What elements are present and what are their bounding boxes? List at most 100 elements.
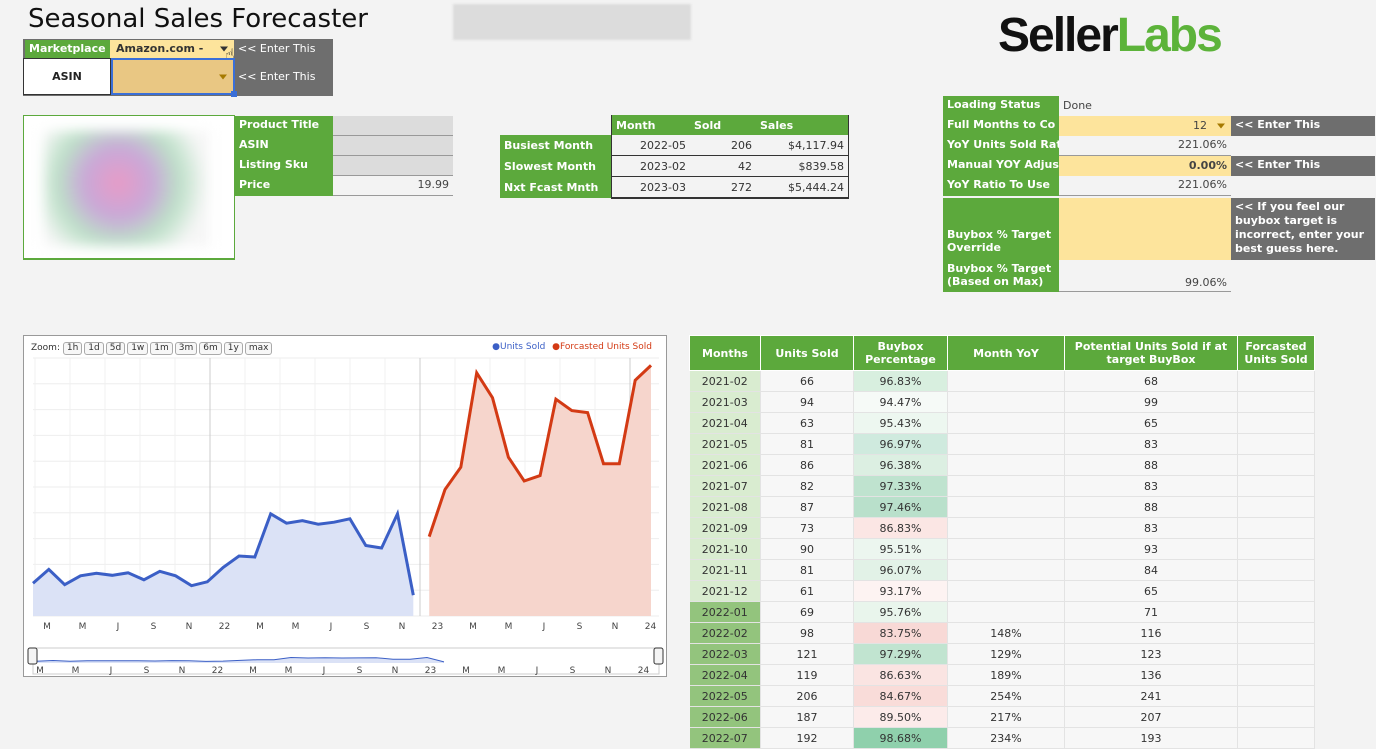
buybox-override-label: Buybox % Target Override <box>943 198 1059 260</box>
month-cell: 2021-07 <box>689 475 761 497</box>
zoom-button[interactable]: 5d <box>105 342 126 355</box>
navigator-tick-label: S <box>570 666 576 676</box>
forecast-cell <box>1237 706 1315 728</box>
monthly-table: Months Units Sold Buybox Percentage Mont… <box>689 335 1315 749</box>
units-cell: 94 <box>760 391 854 413</box>
forecast-cell <box>1237 643 1315 665</box>
manual-yoy-input[interactable]: 0.00% <box>1059 156 1231 176</box>
yoy-use-value: 221.06% <box>1059 176 1231 196</box>
summary-header: Month <box>611 115 690 135</box>
units-cell: 90 <box>760 538 854 560</box>
x-tick-label: 22 <box>219 622 230 632</box>
buybox-override-input[interactable] <box>1059 198 1231 260</box>
product-info: Product Title ASIN Listing Sku Price 19.9… <box>235 116 453 196</box>
logo-seller: Seller <box>998 9 1119 62</box>
seller-labs-logo: SellerLabs <box>998 8 1223 63</box>
manual-yoy-hint: << Enter This <box>1231 156 1375 176</box>
yoy-units-value: 221.06% <box>1059 136 1231 156</box>
yoy-cell <box>947 496 1065 518</box>
zoom-button[interactable]: 1m <box>150 342 173 355</box>
x-tick-label: M <box>505 622 513 632</box>
units-cell: 81 <box>760 559 854 581</box>
table-row: 2021-10 90 95.51% 93 <box>689 538 1315 560</box>
x-tick-label: S <box>364 622 370 632</box>
yoy-cell <box>947 433 1065 455</box>
units-cell: 82 <box>760 475 854 497</box>
chevron-down-icon[interactable] <box>219 74 227 79</box>
legend-dot-units: ● <box>492 342 500 352</box>
zoom-button[interactable]: 1d <box>84 342 104 355</box>
asin-input[interactable] <box>111 58 235 95</box>
navigator-tick-label: J <box>535 666 539 676</box>
buybox-cell: 86.63% <box>853 664 948 686</box>
yoy-cell <box>947 601 1065 623</box>
navigator-tick-label: M <box>285 666 293 676</box>
buybox-cell: 97.29% <box>853 643 948 665</box>
units-cell: 66 <box>760 370 854 392</box>
marketplace-select[interactable]: Amazon.com - <box>110 40 234 58</box>
buybox-cell: 94.47% <box>853 391 948 413</box>
col-header: Units Sold <box>760 335 854 371</box>
marketplace-value: Amazon.com - <box>116 42 204 55</box>
summary-sales: $4,117.94 <box>756 135 849 156</box>
x-tick-label: M <box>43 622 51 632</box>
navigator-tick-label: S <box>144 666 150 676</box>
navigator-line <box>35 656 445 663</box>
product-row-label: ASIN <box>235 136 333 156</box>
x-tick-label: M <box>256 622 264 632</box>
table-row: 2022-07 192 98.68% 234% 193 <box>689 727 1315 749</box>
zoom-button[interactable]: 6m <box>199 342 222 355</box>
forecast-cell <box>1237 685 1315 707</box>
zoom-button[interactable]: 1y <box>223 342 243 355</box>
table-row: 2022-01 69 95.76% 71 <box>689 601 1315 623</box>
full-months-select[interactable]: 12 <box>1059 116 1231 136</box>
product-row-label: Price <box>235 176 333 196</box>
yoy-use-label: YoY Ratio To Use <box>943 176 1059 196</box>
selection-handle[interactable] <box>231 91 237 97</box>
col-header: Buybox Percentage <box>853 335 948 371</box>
navigator-right-handle[interactable] <box>653 647 664 665</box>
yoy-units-label: YoY Units Sold Rat <box>943 136 1059 156</box>
chevron-down-icon[interactable] <box>1217 123 1225 129</box>
loading-status-label: Loading Status <box>943 96 1059 116</box>
forecast-line <box>427 364 653 538</box>
yoy-cell: 148% <box>947 622 1065 644</box>
units-cell: 121 <box>760 643 854 665</box>
units-line <box>32 508 415 596</box>
buybox-cell: 96.38% <box>853 454 948 476</box>
logo-labs: Labs <box>1116 9 1223 62</box>
potential-cell: 207 <box>1064 706 1238 728</box>
zoom-label: Zoom: <box>31 343 60 353</box>
chevron-down-icon[interactable] <box>220 46 228 52</box>
potential-cell: 83 <box>1064 475 1238 497</box>
table-row: 2021-04 63 95.43% 65 <box>689 412 1315 434</box>
navigator-tick-label: J <box>322 666 326 676</box>
product-row: ASIN <box>235 136 453 156</box>
forecast-cell <box>1237 580 1315 602</box>
x-tick-label: N <box>399 622 406 632</box>
zoom-button[interactable]: 3m <box>174 342 198 355</box>
zoom-button[interactable]: max <box>244 342 273 355</box>
hand-cursor-icon: ☝ <box>225 45 235 64</box>
buybox-override-hint: << If you feel our buybox target is inco… <box>1231 198 1375 260</box>
app-title: Seasonal Sales Forecaster <box>28 4 368 34</box>
summary-header: Sales <box>756 115 849 135</box>
units-cell: 63 <box>760 412 854 434</box>
product-image <box>23 115 235 260</box>
potential-cell: 88 <box>1064 454 1238 476</box>
month-cell: 2021-03 <box>689 391 761 413</box>
table-row: 2021-03 94 94.47% 99 <box>689 391 1315 413</box>
yoy-cell: 129% <box>947 643 1065 665</box>
units-cell: 81 <box>760 433 854 455</box>
month-cell: 2022-03 <box>689 643 761 665</box>
product-row: Listing Sku <box>235 156 453 176</box>
zoom-button[interactable]: 1w <box>127 342 149 355</box>
x-tick-label: J <box>116 622 120 632</box>
yoy-cell: 189% <box>947 664 1065 686</box>
navigator-left-handle[interactable] <box>27 647 38 665</box>
buybox-cell: 89.50% <box>853 706 948 728</box>
yoy-cell: 217% <box>947 706 1065 728</box>
zoom-button[interactable]: 1h <box>62 342 83 355</box>
buybox-cell: 97.46% <box>853 496 948 518</box>
legend-dot-forecast: ● <box>552 342 561 352</box>
